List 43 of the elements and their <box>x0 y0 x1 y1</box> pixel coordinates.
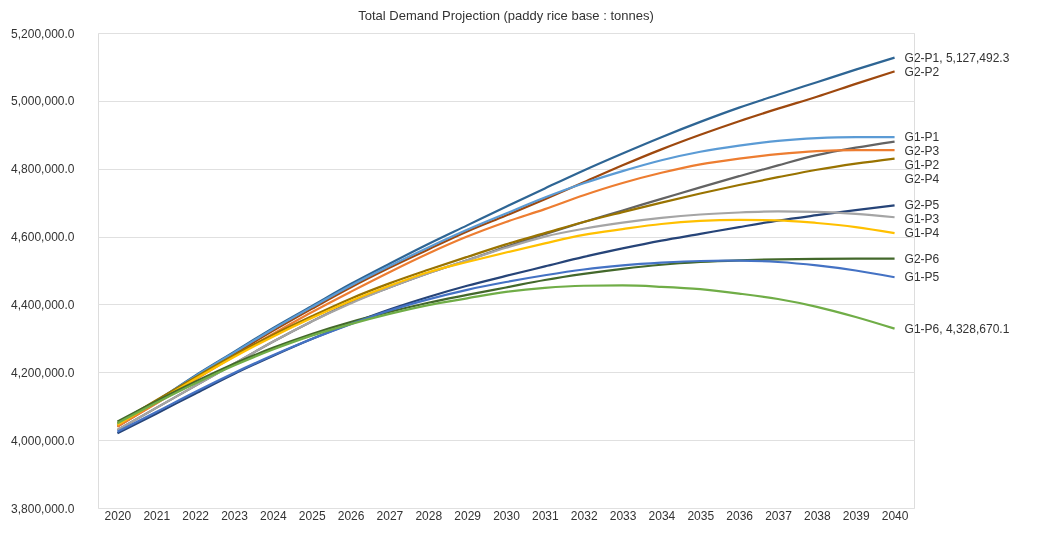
x-tick-label: 2022 <box>182 508 210 523</box>
series-label: G2-P4 <box>904 172 940 187</box>
y-tick-label: 5,200,000.0 <box>11 26 75 41</box>
series-label: G2-P3 <box>904 144 940 159</box>
series-label: G1-P5 <box>904 270 940 285</box>
x-tick-label: 2026 <box>337 508 365 523</box>
x-tick-label: 2023 <box>221 508 249 523</box>
series-label: G1-P1 <box>904 130 940 145</box>
y-tick-label: 5,000,000.0 <box>11 94 75 109</box>
x-tick-label: 2024 <box>260 508 288 523</box>
line-series <box>116 284 896 425</box>
x-tick-label: 2027 <box>376 508 404 523</box>
x-tick-label: 2028 <box>415 508 443 523</box>
x-tick-label: 2039 <box>842 508 870 523</box>
x-tick-label: 2037 <box>765 508 793 523</box>
y-tick-label: 4,000,000.0 <box>11 433 75 448</box>
y-tick-label: 4,200,000.0 <box>11 365 75 380</box>
x-tick-label: 2031 <box>532 508 560 523</box>
series-label: G2-P2 <box>904 64 940 79</box>
x-tick-label: 2034 <box>648 508 676 523</box>
x-tick-label: 2040 <box>881 508 909 523</box>
series-label: G1-P3 <box>904 212 940 227</box>
x-tick-label: 2030 <box>493 508 521 523</box>
x-tick-label: 2035 <box>687 508 715 523</box>
series-label: G1-P2 <box>904 158 940 173</box>
y-tick-label: 4,400,000.0 <box>11 297 75 312</box>
x-tick-label: 2038 <box>804 508 832 523</box>
y-tick-label: 4,800,000.0 <box>11 162 75 177</box>
y-tick-label: 4,600,000.0 <box>11 230 75 245</box>
x-tick-label: 2033 <box>609 508 637 523</box>
x-tick-label: 2020 <box>104 508 132 523</box>
x-tick-label: 2032 <box>570 508 598 523</box>
text: G1-P6, 4,328,670.1 <box>904 321 1010 336</box>
series-label: G2-P5 <box>904 198 940 213</box>
x-tick-label: 2021 <box>143 508 171 523</box>
series-label: G1-P4 <box>904 226 940 241</box>
series-label: G2-P6 <box>904 251 940 266</box>
x-tick-label: 2036 <box>726 508 754 523</box>
x-tick-label: 2029 <box>454 508 482 523</box>
x-tick-label: 2025 <box>298 508 326 523</box>
y-tick-label: 3,800,000.0 <box>11 501 75 516</box>
text: G2-P1, 5,127,492.3 <box>904 50 1010 65</box>
chart-title: Total Demand Projection (paddy rice base : tonnes) <box>358 8 654 23</box>
